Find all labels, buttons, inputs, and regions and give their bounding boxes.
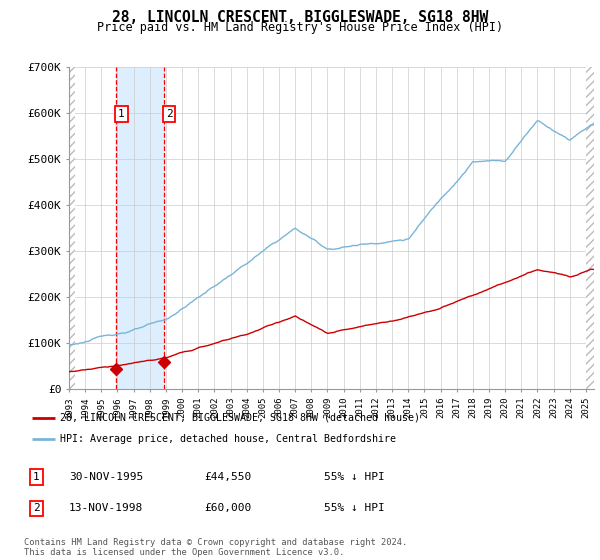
Text: 2: 2 [33,503,40,514]
Text: 55% ↓ HPI: 55% ↓ HPI [324,503,385,514]
Text: 55% ↓ HPI: 55% ↓ HPI [324,472,385,482]
Text: 30-NOV-1995: 30-NOV-1995 [69,472,143,482]
Text: Price paid vs. HM Land Registry's House Price Index (HPI): Price paid vs. HM Land Registry's House … [97,21,503,34]
Text: 28, LINCOLN CRESCENT, BIGGLESWADE, SG18 8HW (detached house): 28, LINCOLN CRESCENT, BIGGLESWADE, SG18 … [60,413,420,423]
Text: 13-NOV-1998: 13-NOV-1998 [69,503,143,514]
Bar [69,67,76,389]
Text: 1: 1 [118,109,125,119]
Bar [116,67,164,389]
Text: 2: 2 [166,109,173,119]
Text: HPI: Average price, detached house, Central Bedfordshire: HPI: Average price, detached house, Cent… [60,435,396,444]
Text: £44,550: £44,550 [204,472,251,482]
Text: Contains HM Land Registry data © Crown copyright and database right 2024.
This d: Contains HM Land Registry data © Crown c… [24,538,407,557]
Bar [586,67,594,389]
Text: 1: 1 [33,472,40,482]
Text: 28, LINCOLN CRESCENT, BIGGLESWADE, SG18 8HW: 28, LINCOLN CRESCENT, BIGGLESWADE, SG18 … [112,10,488,25]
Text: £60,000: £60,000 [204,503,251,514]
